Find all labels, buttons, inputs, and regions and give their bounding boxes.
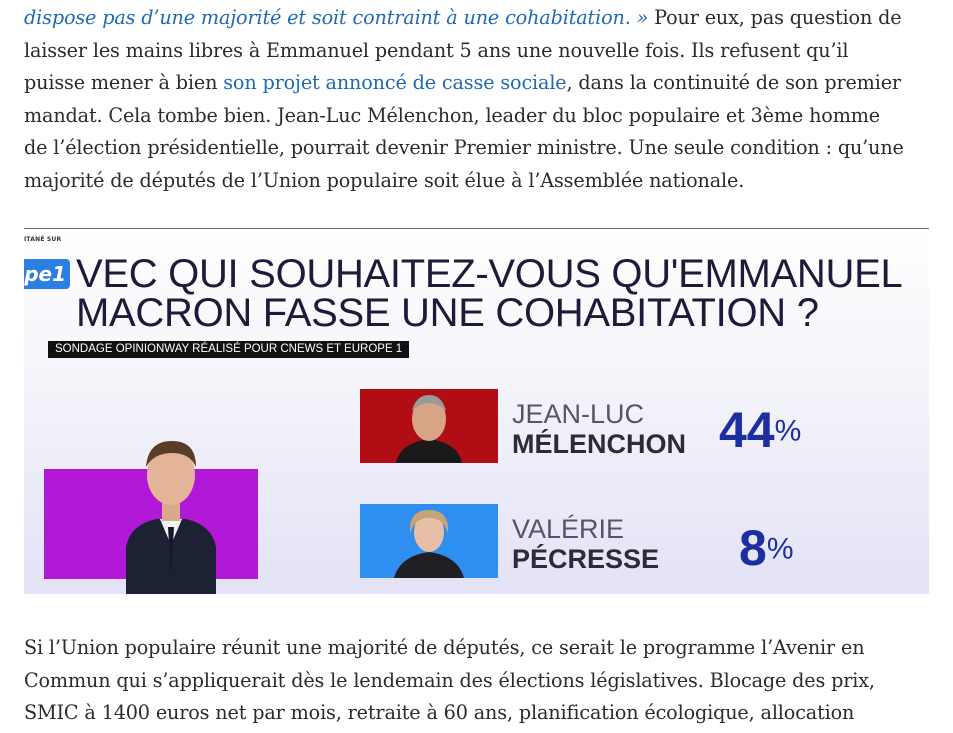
candidate-name-melenchon: JEAN-LUC MÉLENCHON [512, 399, 686, 459]
candidate-last-name: PÉCRESSE [512, 544, 660, 574]
casse-sociale-link[interactable]: son projet annoncé de casse sociale [223, 71, 567, 95]
paragraph-line: de l’élection présidentielle, pourrait d… [24, 136, 904, 160]
paragraph-line: mandat. Cela tombe bien. Jean-Luc Mélenc… [24, 103, 880, 127]
candidate-first-name: VALÉRIE [512, 514, 625, 544]
article-paragraph-2: Si l’Union populaire réunit une majorité… [24, 632, 936, 730]
headline-line-1: VEC QUI SOUHAITEZ-VOUS QU'EMMANUEL [76, 252, 903, 296]
quote-link[interactable]: dispose pas d’une majorité et soit contr… [24, 6, 649, 29]
europe1-logo: pe1 [24, 259, 70, 289]
melenchon-portrait-icon [360, 389, 498, 463]
paragraph-text: puisse mener à bien [24, 71, 224, 95]
paragraph-text: , dans la continuité de son premier [566, 71, 902, 95]
poll-headline: VEC QUI SOUHAITEZ-VOUS QU'EMMANUEL MACRO… [76, 252, 903, 335]
paragraph-line: majorité de députés de l’Union populaire… [24, 168, 745, 192]
percent-sign: % [766, 532, 794, 566]
channel-corner-tag: ITANÉ SUR [24, 236, 62, 243]
headline-line-2: MACRON FASSE UNE COHABITATION ? [76, 291, 819, 335]
candidate-name-pecresse: VALÉRIE PÉCRESSE [512, 514, 659, 574]
paragraph-line: laisser les mains libres à Emmanuel pend… [24, 38, 849, 62]
article-paragraph-1: dispose pas d’une majorité et soit contr… [24, 2, 936, 198]
candidate-first-name: JEAN-LUC [512, 399, 645, 429]
paragraph-line: Si l’Union populaire réunit une majorité… [24, 636, 865, 659]
paragraph-line: puisse mener à bien son projet annoncé d… [24, 67, 936, 100]
percent-value: 44 [719, 402, 775, 458]
percent-value: 8 [739, 520, 767, 576]
pecresse-percentage: 8% [739, 519, 794, 577]
poll-source-tag: SONDAGE OPINIONWAY RÉALISÉ POUR CNEWS ET… [48, 341, 410, 358]
paragraph-text: Pour eux, pas question de [648, 6, 902, 29]
candidate-last-name: MÉLENCHON [512, 429, 686, 459]
percent-sign: % [774, 414, 802, 448]
melenchon-percentage: 44% [719, 401, 801, 459]
macron-portrait-icon [126, 441, 216, 594]
pecresse-portrait-icon [360, 504, 498, 578]
paragraph-line: dispose pas d’une majorité et soit contr… [24, 2, 936, 35]
paragraph-line: Commun qui s’appliquerait dès le lendema… [24, 668, 875, 692]
paragraph-line: SMIC à 1400 euros net par mois, retraite… [24, 701, 855, 725]
poll-broadcast-image: ITANÉ SUR pe1 VEC QUI SOUHAITEZ-VOUS QU'… [24, 228, 929, 594]
